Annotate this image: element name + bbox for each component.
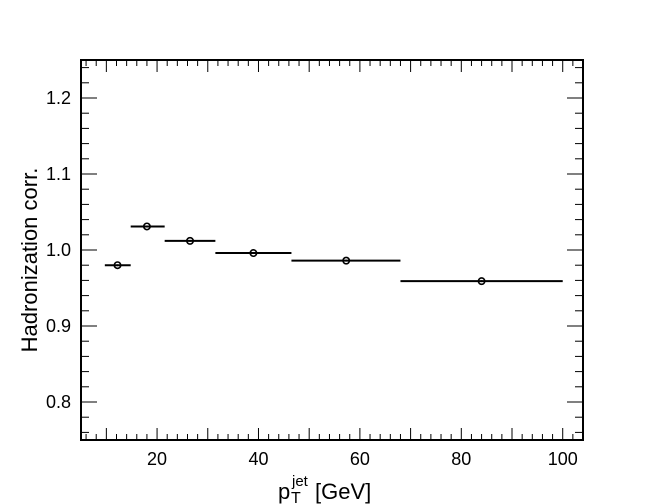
data-point-center [145,225,148,228]
data-point [342,256,351,265]
y-tick-label: 1.1 [46,164,71,184]
x-tick-label: 60 [350,449,370,469]
x-axis-title-superscript: jet [291,473,309,490]
x-axis-title: p T jet [GeV] [278,466,371,504]
x-tick-label: 20 [147,449,167,469]
plot-frame [80,59,584,441]
data-point [186,236,195,245]
data-point-center [116,264,119,267]
data-point [477,277,486,286]
x-tick-label: 100 [548,449,578,469]
major-ticks [81,60,583,440]
data-point-center [252,252,255,255]
data-markers [104,222,563,286]
x-tick-label: 40 [248,449,268,469]
data-point [249,249,258,258]
data-point-center [480,280,483,283]
x-tick-label: 80 [451,449,471,469]
data-point [113,261,122,270]
minor-ticks [81,60,584,440]
data-point [142,222,151,231]
x-axis-title-unit: [GeV] [315,479,371,504]
y-tick-label: 1.0 [46,240,71,260]
y-tick-label: 0.9 [46,316,71,336]
data-point-center [345,259,348,262]
y-axis-title: Hadronization corr. [17,168,42,353]
x-axis-title-subscript: T [291,490,301,504]
tick-labels: 20 40 60 80 100 0.8 0.9 1.0 1.1 1.2 [46,88,578,469]
data-point-center [189,239,192,242]
y-tick-label: 1.2 [46,88,71,108]
x-axis-title-main: p [278,479,290,504]
y-tick-label: 0.8 [46,392,71,412]
